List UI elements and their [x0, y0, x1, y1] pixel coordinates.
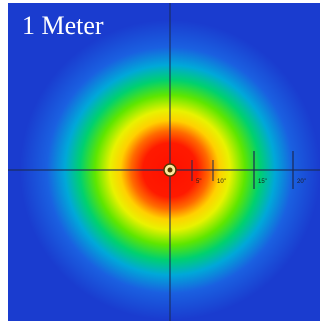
center-target-icon [163, 163, 177, 177]
beam-heatmap: 5" 10" 15" 20" [8, 3, 320, 321]
heatmap-background [8, 3, 320, 321]
scale-label-10in: 10" [217, 179, 226, 185]
beam-profile-image: 5" 10" 15" 20" 1 Meter [8, 3, 320, 321]
scale-label-5in: 5" [196, 179, 201, 185]
scale-label-20in: 20" [297, 179, 306, 185]
distance-title: 1 Meter [22, 11, 104, 40]
scale-label-15in: 15" [258, 179, 267, 185]
